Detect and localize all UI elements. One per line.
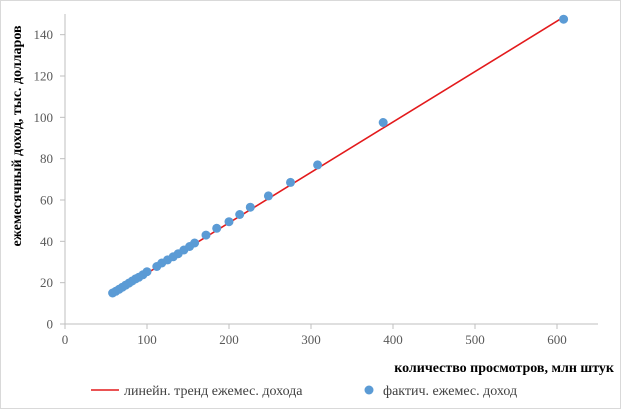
y-tick-label: 100: [34, 110, 54, 125]
data-point: [313, 160, 323, 170]
legend-points-label: фактич. ежемес. доход: [383, 384, 517, 399]
y-tick-label: 20: [40, 275, 53, 290]
ticks-layer: 0 100 200 300 400 500 600 0 20 40 60 80 100 120 140: [34, 27, 567, 347]
x-tick-label: 100: [137, 332, 157, 347]
x-tick-label: 400: [383, 332, 403, 347]
axes-layer: [60, 14, 598, 329]
data-point: [212, 223, 222, 233]
data-point: [559, 14, 569, 24]
data-point: [378, 118, 388, 127]
y-tick-label: 120: [34, 69, 54, 84]
x-tick-label: 0: [62, 332, 69, 347]
x-tick-label: 300: [301, 332, 321, 347]
legend: линейн. тренд ежемес. дохода фактич. еже…: [91, 384, 517, 399]
data-point: [235, 210, 245, 219]
x-tick-label: 200: [219, 332, 239, 347]
data-point: [190, 238, 200, 248]
x-tick-label: 600: [547, 332, 567, 347]
data-point: [286, 177, 295, 187]
y-axis-title: ежемесячный доход, тыс. долларов: [10, 25, 25, 247]
y-tick-label: 40: [40, 234, 53, 249]
points-layer: [108, 14, 569, 298]
data-point: [201, 230, 211, 240]
y-tick-label: 0: [47, 317, 54, 332]
y-tick-label: 140: [34, 27, 54, 42]
data-point: [263, 191, 273, 201]
data-point: [245, 202, 255, 212]
x-tick-label: 500: [465, 332, 485, 347]
y-tick-label: 80: [40, 151, 53, 166]
legend-points-swatch: [364, 385, 374, 395]
x-axis-title: количество просмотров, млн штук: [394, 361, 615, 376]
data-point: [224, 217, 234, 227]
legend-trend-label: линейн. тренд ежемес. дохода: [124, 384, 303, 399]
data-point: [142, 267, 152, 277]
y-tick-label: 60: [40, 193, 53, 208]
